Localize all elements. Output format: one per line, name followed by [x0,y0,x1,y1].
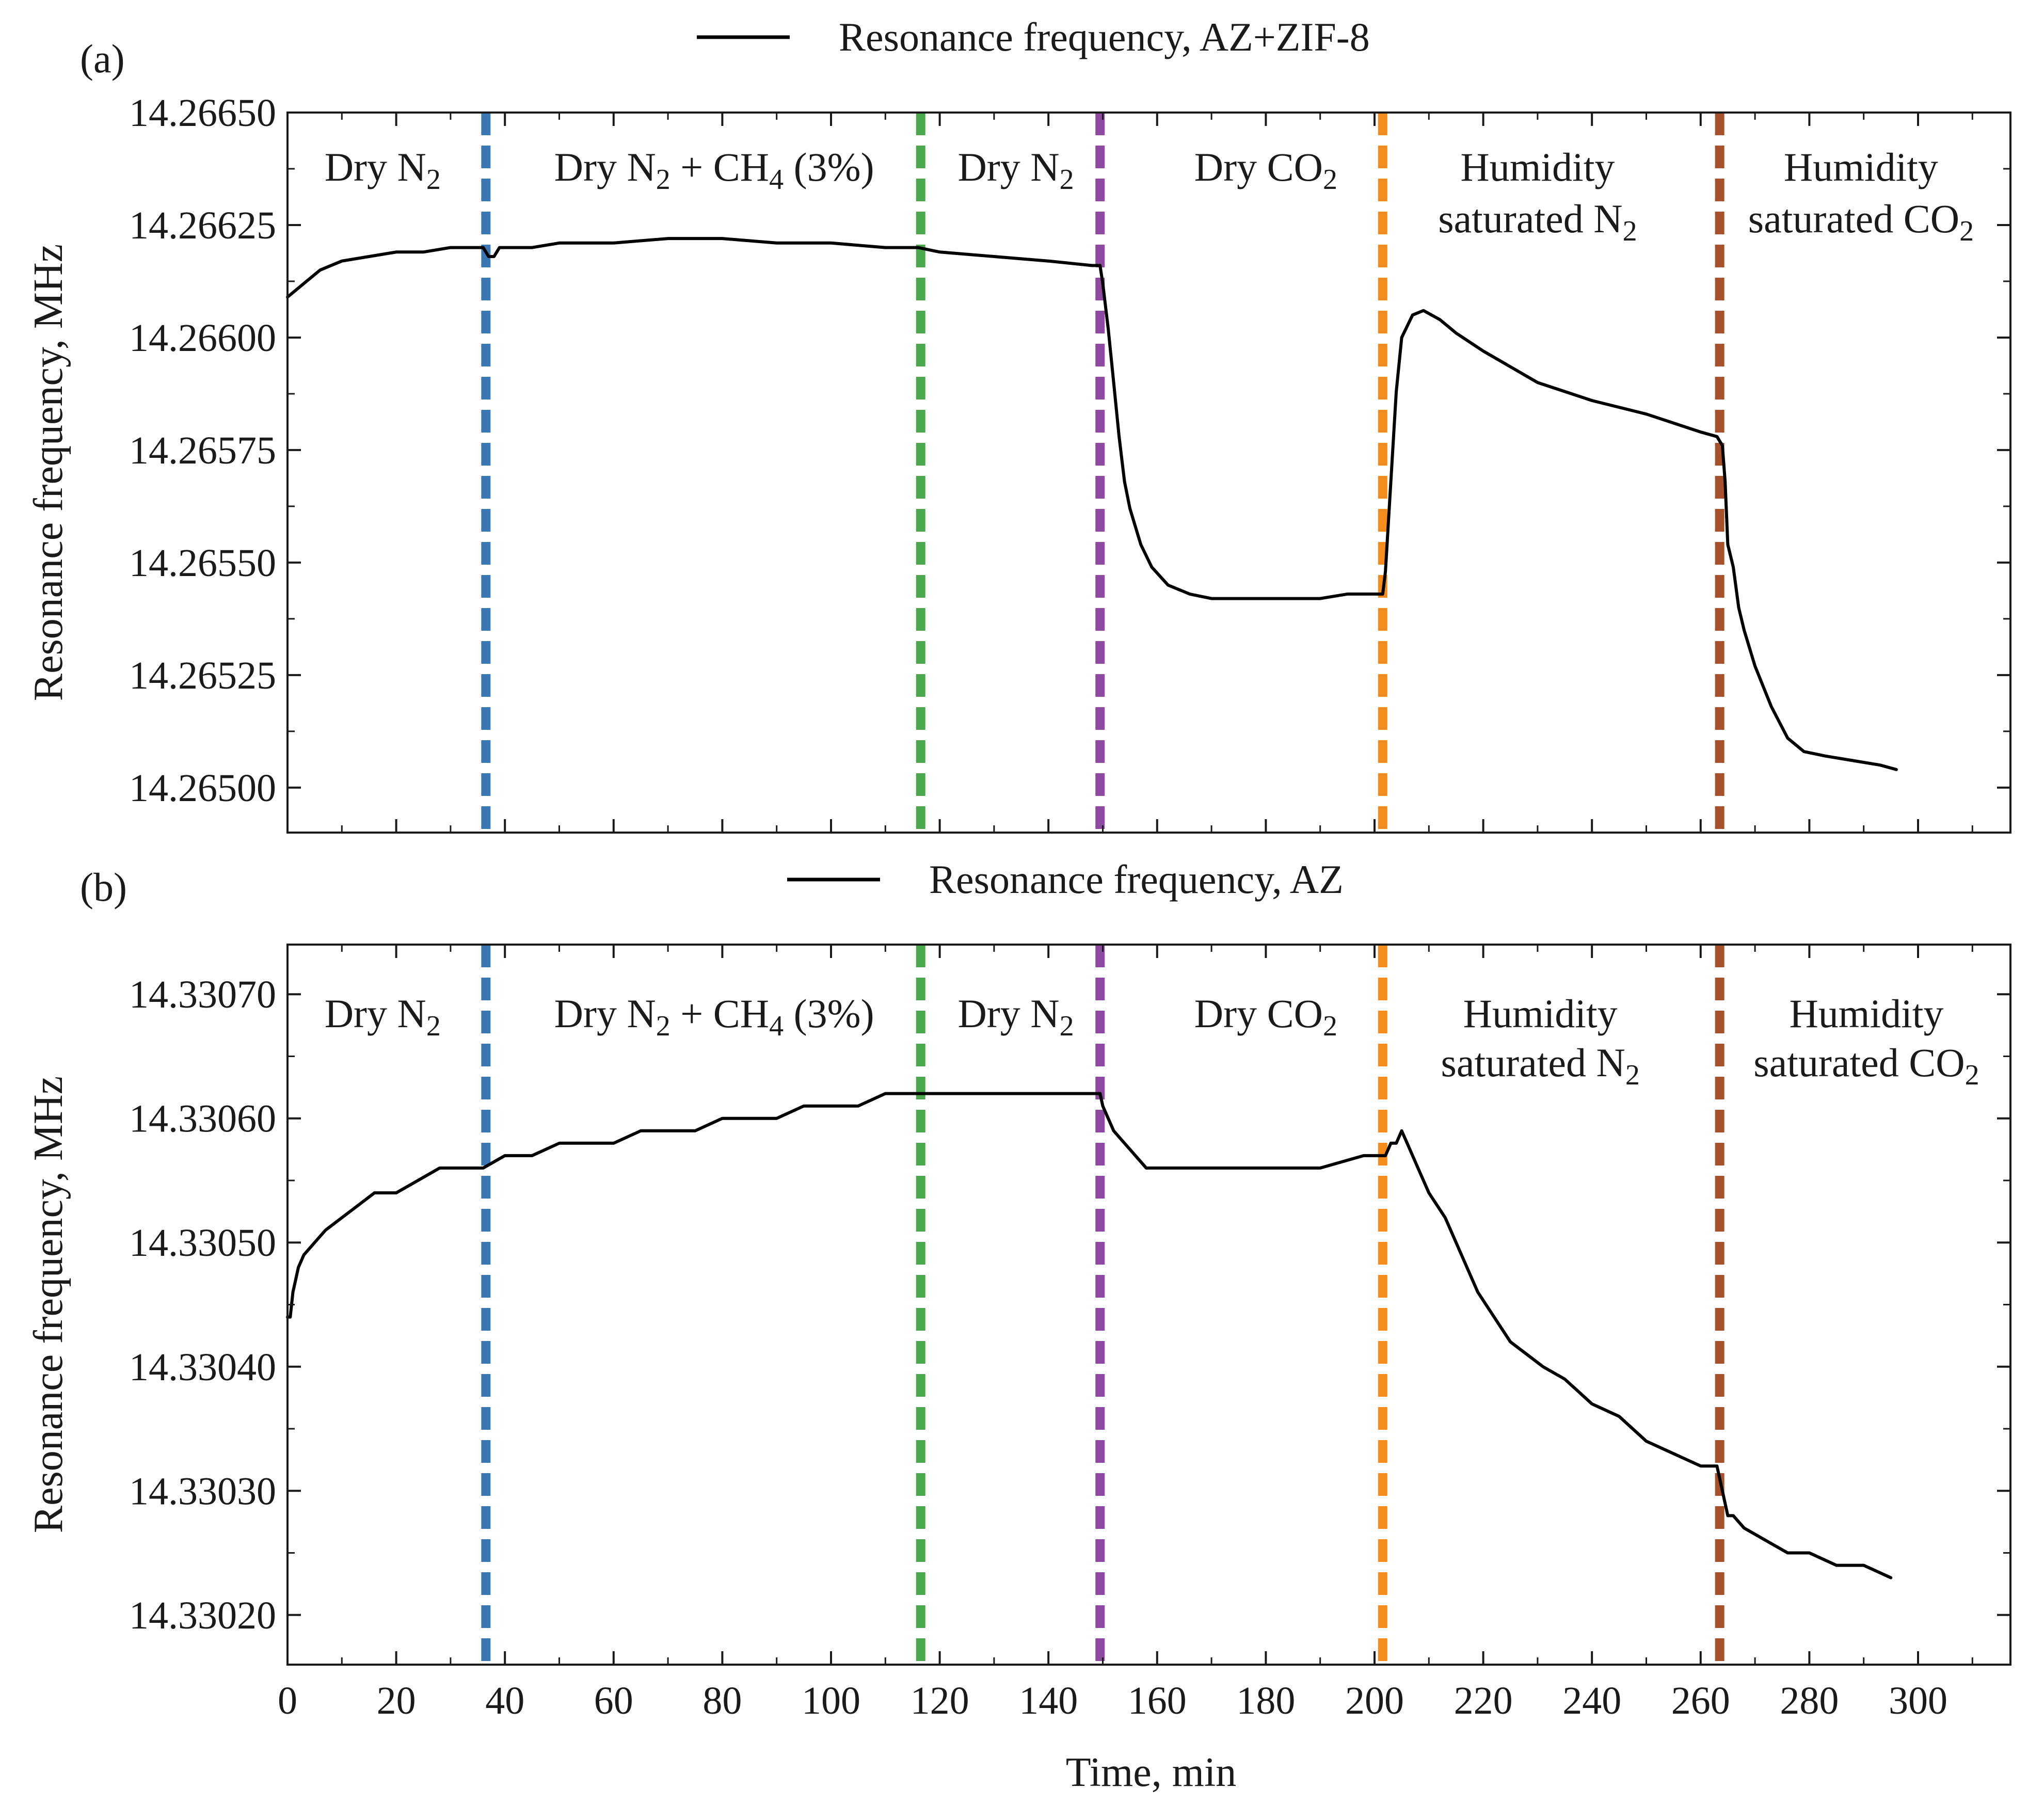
x-axis-title: Time, min [1066,1750,1236,1795]
y-tick-label: 14.26600 [129,316,276,360]
panel-a: Dry N2 Dry N2 + CH4 (3%) Dry N2 Dry CO2 Humi… [26,14,2011,834]
region-label: Dry CO2 [1194,991,1337,1042]
region-label: Dry N2 + CH4 (3%) [554,145,874,196]
region-label: Humidity [1789,991,1943,1036]
region-label: Dry N2 [957,145,1074,196]
x-tick-label: 100 [802,1679,860,1722]
data-series [286,237,1898,771]
x-tick-label: 240 [1562,1679,1621,1722]
data-series [286,1092,1893,1579]
x-tick-label: 60 [594,1679,633,1722]
y-tick-label: 14.26575 [129,429,276,472]
panel-b: Dry N2 Dry N2 + CH4 (3%) Dry N2 Dry CO2 Humi… [26,857,2011,1795]
y-tick-label: 14.26525 [129,654,276,697]
series-line [286,1092,1893,1579]
y-tick-label: 14.26500 [129,767,276,810]
panel-label: (b) [80,865,127,909]
region-label: Dry N2 [325,991,441,1042]
x-tick-label: 180 [1236,1679,1295,1722]
x-tick-label: 20 [377,1679,416,1722]
x-tick-label: 220 [1454,1679,1513,1722]
y-axis-title: Resonance frequency, MHz [26,244,71,701]
legend-label: Resonance frequency, AZ+ZIF-8 [839,14,1370,59]
y-tick-label: 14.33030 [129,1470,276,1513]
x-tick-label: 80 [702,1679,742,1722]
y-tick-label: 14.33040 [129,1346,276,1389]
panel-label: (a) [80,36,125,81]
y-tick-label: 14.33060 [129,1097,276,1141]
gas-switch-lines [481,945,1724,1665]
region-label: saturated CO2 [1748,196,1974,247]
series-line [286,237,1898,771]
y-axis-title: Resonance frequency, MHz [26,1076,71,1534]
axis-ticks [286,111,2010,833]
region-label: saturated N2 [1438,196,1637,247]
tick-labels: 14.26500 14.26525 14.26550 14.26575 14.26600… [129,91,276,810]
x-tick-label: 40 [485,1679,524,1722]
region-label: Humidity [1460,145,1615,189]
region-label: saturated N2 [1441,1040,1639,1091]
region-labels: Dry N2 Dry N2 + CH4 (3%) Dry N2 Dry CO2 Humi… [325,991,1979,1091]
x-tick-label: 280 [1780,1679,1839,1722]
region-label: Dry CO2 [1194,145,1337,196]
region-label: Dry N2 [957,991,1074,1042]
region-label: Humidity [1784,145,1938,189]
region-label: Humidity [1463,991,1618,1036]
region-labels: Dry N2 Dry N2 + CH4 (3%) Dry N2 Dry CO2 Humi… [325,145,1974,247]
x-tick-label: 200 [1345,1679,1404,1722]
region-label: Dry N2 [325,145,441,196]
gas-switch-lines [481,113,1724,833]
axis-ticks [286,945,2010,1665]
y-tick-label: 14.26550 [129,541,276,585]
x-tick-label: 160 [1128,1679,1187,1722]
plot-frame [286,111,2011,834]
x-tick-label: 260 [1671,1679,1730,1722]
x-tick-label: 140 [1019,1679,1078,1722]
y-tick-label: 14.33050 [129,1221,276,1265]
x-tick-label: 120 [911,1679,969,1722]
y-tick-label: 14.26650 [129,91,276,135]
region-label: saturated CO2 [1753,1040,1979,1091]
legend-label: Resonance frequency, AZ [929,857,1344,902]
y-tick-label: 14.33070 [129,973,276,1016]
tick-labels: 0 20 40 60 80 100 120 140 160 180 200 220 240 260 280 3… [129,973,1947,1722]
x-tick-label: 300 [1889,1679,1947,1722]
x-tick-label: 0 [278,1679,297,1722]
y-tick-label: 14.26625 [129,204,276,247]
region-label: Dry N2 + CH4 (3%) [554,991,874,1042]
y-tick-label: 14.33020 [129,1594,276,1637]
